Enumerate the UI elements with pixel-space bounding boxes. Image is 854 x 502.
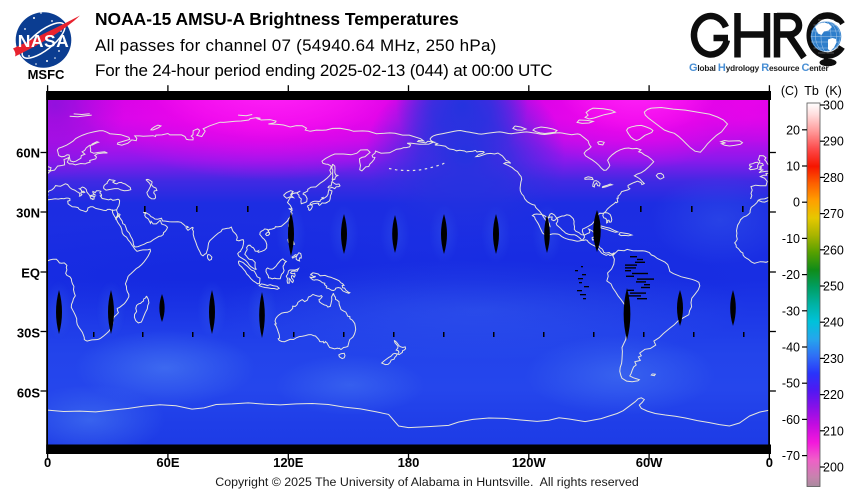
svg-text:60E: 60E bbox=[156, 455, 179, 470]
svg-text:Global Hydrology Resource Cent: Global Hydrology Resource Center bbox=[689, 62, 830, 74]
svg-text:290: 290 bbox=[823, 135, 844, 149]
svg-text:20: 20 bbox=[786, 123, 800, 137]
svg-text:(C): (C) bbox=[781, 84, 798, 98]
svg-text:200: 200 bbox=[823, 461, 844, 475]
svg-text:120W: 120W bbox=[512, 455, 547, 470]
svg-text:60W: 60W bbox=[636, 455, 663, 470]
svg-text:180: 180 bbox=[398, 455, 420, 470]
svg-text:220: 220 bbox=[823, 388, 844, 402]
svg-text:280: 280 bbox=[823, 171, 844, 185]
svg-text:300: 300 bbox=[823, 99, 844, 113]
svg-text:0: 0 bbox=[44, 455, 51, 470]
svg-text:0: 0 bbox=[766, 455, 773, 470]
svg-text:0: 0 bbox=[793, 196, 800, 210]
svg-text:260: 260 bbox=[823, 243, 844, 257]
svg-text:(K): (K) bbox=[825, 84, 842, 98]
svg-text:-40: -40 bbox=[782, 341, 800, 355]
svg-text:10: 10 bbox=[786, 160, 800, 174]
svg-text:EQ: EQ bbox=[21, 266, 40, 281]
svg-text:-60: -60 bbox=[782, 413, 800, 427]
svg-text:MSFC: MSFC bbox=[28, 67, 65, 82]
svg-text:30N: 30N bbox=[16, 206, 40, 221]
svg-text:210: 210 bbox=[823, 424, 844, 438]
svg-text:Tb: Tb bbox=[804, 84, 819, 98]
svg-text:-70: -70 bbox=[782, 449, 800, 463]
svg-text:NASA: NASA bbox=[18, 31, 70, 51]
svg-text:-50: -50 bbox=[782, 377, 800, 391]
svg-text:60N: 60N bbox=[16, 146, 40, 161]
svg-text:240: 240 bbox=[823, 316, 844, 330]
svg-text:-20: -20 bbox=[782, 268, 800, 282]
svg-text:60S: 60S bbox=[17, 386, 40, 401]
svg-text:30S: 30S bbox=[17, 326, 40, 341]
svg-text:-30: -30 bbox=[782, 304, 800, 318]
svg-text:-10: -10 bbox=[782, 232, 800, 246]
svg-text:270: 270 bbox=[823, 207, 844, 221]
svg-text:120E: 120E bbox=[273, 455, 304, 470]
svg-text:250: 250 bbox=[823, 280, 844, 294]
svg-text:230: 230 bbox=[823, 352, 844, 366]
